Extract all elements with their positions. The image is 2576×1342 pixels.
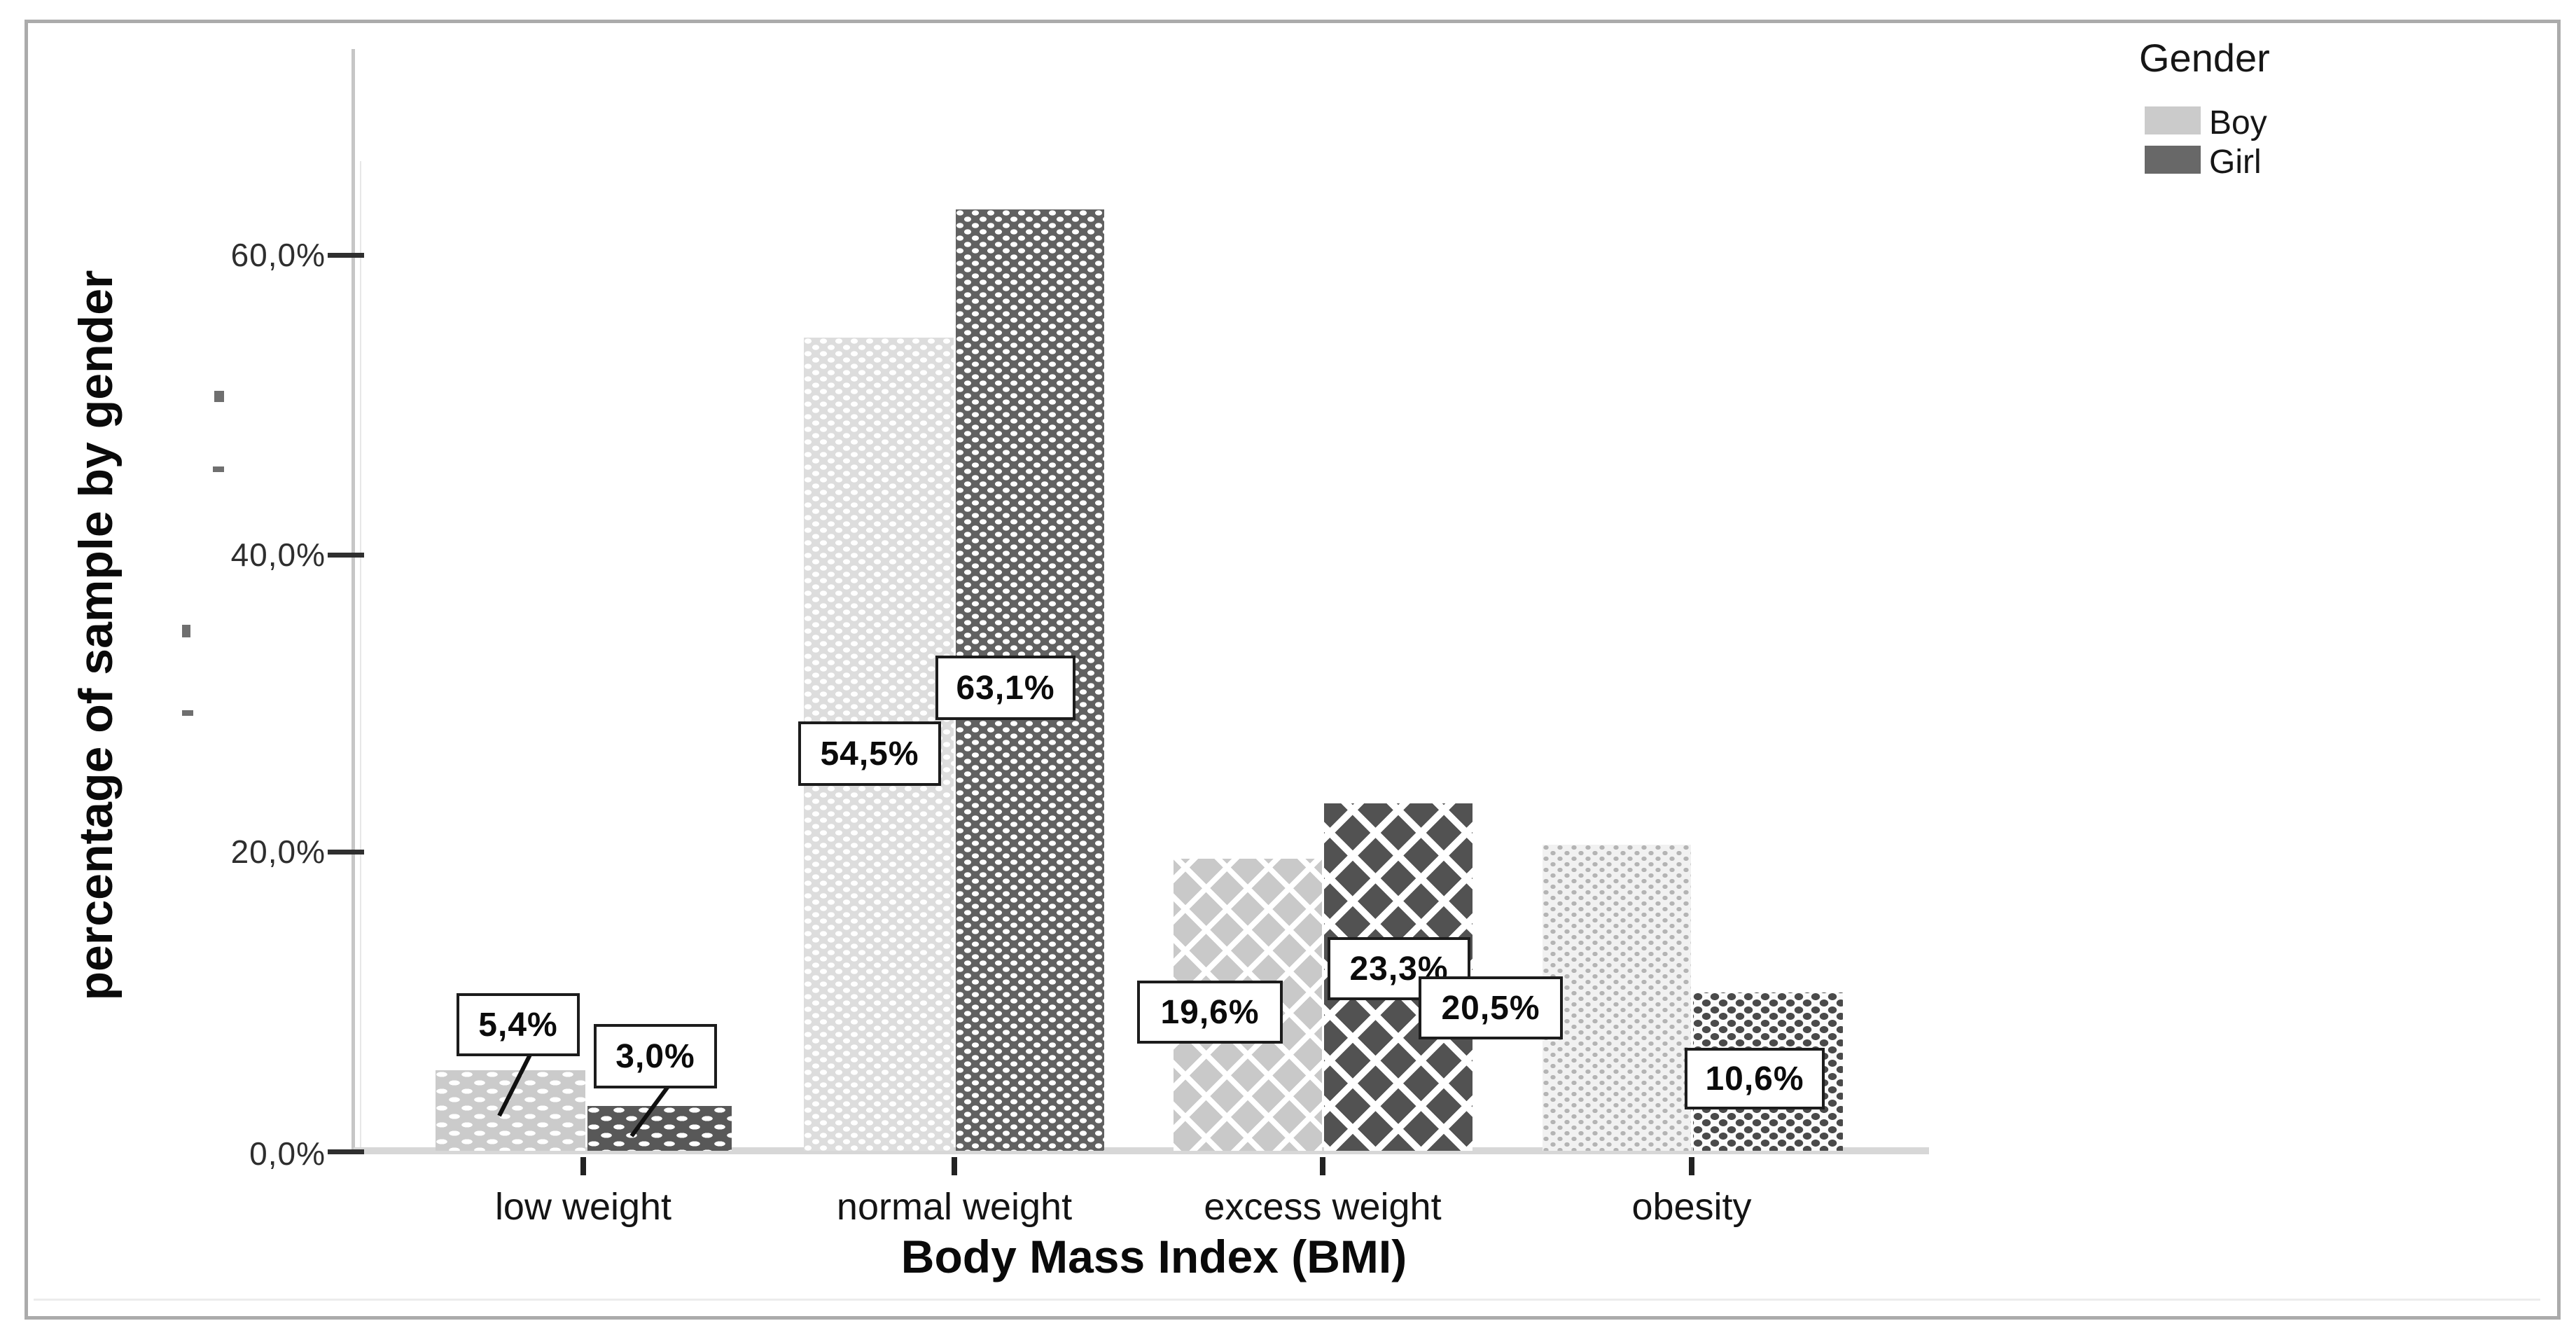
- scan-artifact: [182, 625, 190, 637]
- x-axis-title: Body Mass Index (BMI): [900, 1231, 1407, 1282]
- category-label-excess-weight: excess weight: [1204, 1186, 1442, 1228]
- bar-obesity-boy: [1543, 845, 1691, 1151]
- data-label-normal-girl: 63,1%: [935, 656, 1075, 720]
- x-tick-low-weight: [580, 1157, 586, 1175]
- data-label-excess-boy: 19,6%: [1137, 981, 1283, 1044]
- bar-low-weight-boy: [436, 1070, 585, 1151]
- category-label-low-weight: low weight: [494, 1186, 672, 1228]
- y-axis-ghost-line: [360, 161, 361, 1149]
- y-axis-line: [351, 49, 355, 1154]
- data-label-obesity-girl: 10,6%: [1685, 1048, 1825, 1109]
- y-tick-mark-20: [328, 850, 364, 855]
- y-tick-mark-0: [328, 1149, 364, 1154]
- legend-swatch-boy: [2145, 106, 2201, 134]
- data-label-low-girl: 3,0%: [594, 1024, 717, 1088]
- y-tick-label-60: 60,0%: [230, 237, 326, 273]
- x-tick-normal-weight: [952, 1157, 957, 1175]
- legend-label-girl: Girl: [2209, 144, 2262, 181]
- legend-title: Gender: [2139, 36, 2270, 80]
- y-tick-label-20: 20,0%: [230, 833, 326, 870]
- legend-label-boy: Boy: [2209, 104, 2267, 141]
- x-tick-obesity: [1689, 1157, 1694, 1175]
- category-label-obesity: obesity: [1631, 1186, 1752, 1228]
- y-tick-label-40: 40,0%: [230, 537, 326, 573]
- category-label-normal-weight: normal weight: [836, 1186, 1073, 1228]
- data-label-obesity-boy: 20,5%: [1419, 976, 1563, 1039]
- scan-ghost-line: [34, 1299, 2540, 1301]
- data-label-low-boy: 5,4%: [457, 993, 580, 1056]
- legend-swatch-girl: [2145, 146, 2201, 174]
- x-axis-baseline: [354, 1147, 1929, 1154]
- bar-low-weight-girl: [587, 1106, 732, 1151]
- scan-artifact: [213, 466, 224, 472]
- data-label-normal-boy: 54,5%: [798, 721, 941, 786]
- y-tick-label-0: 0,0%: [249, 1135, 326, 1172]
- y-tick-mark-40: [328, 553, 364, 558]
- scan-artifact: [214, 391, 224, 402]
- y-tick-mark-60: [328, 253, 364, 258]
- scan-artifact: [182, 710, 193, 716]
- x-tick-excess-weight: [1320, 1157, 1325, 1175]
